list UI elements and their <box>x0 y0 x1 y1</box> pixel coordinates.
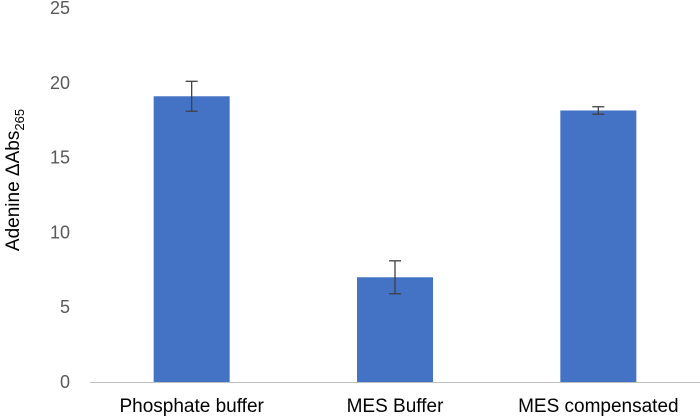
bar <box>153 96 230 382</box>
y-tick-label: 15 <box>50 148 70 168</box>
y-tick-label: 25 <box>50 0 70 18</box>
x-category-label: Phosphate buffer <box>119 396 264 417</box>
y-axis-ticks: 0 5 10 15 20 25 <box>50 0 70 392</box>
y-axis-title-main: Adenine ΔAbs <box>3 131 24 251</box>
y-tick-label: 20 <box>50 73 70 93</box>
error-bars <box>185 80 605 295</box>
bar <box>560 110 637 382</box>
y-axis-title-subscript: 265 <box>12 109 27 131</box>
y-tick-label: 0 <box>60 372 70 392</box>
x-category-label: MES Buffer <box>347 396 444 417</box>
error-bar <box>185 80 198 112</box>
y-tick-label: 5 <box>60 297 70 317</box>
y-axis-title: Adenine ΔAbs265 <box>3 109 27 251</box>
error-bar <box>592 106 605 115</box>
bars <box>153 96 637 382</box>
x-axis-labels: Phosphate buffer MES Buffer MES compensate… <box>119 396 678 417</box>
error-bar <box>389 260 401 295</box>
bar <box>357 277 433 382</box>
y-tick-label: 10 <box>50 222 70 242</box>
x-category-label: MES compensated <box>518 396 679 417</box>
